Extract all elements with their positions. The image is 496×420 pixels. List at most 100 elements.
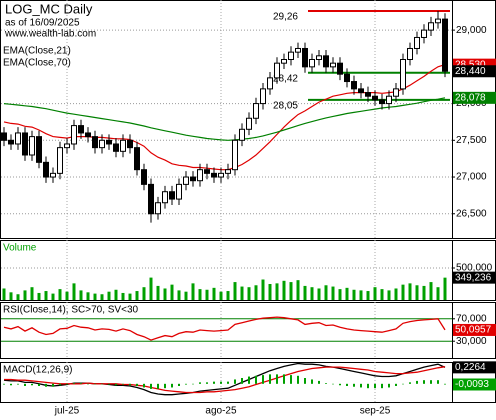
candle-body bbox=[232, 139, 238, 171]
volume-bar bbox=[149, 277, 153, 300]
histogram-bar bbox=[262, 375, 264, 384]
candle-body bbox=[71, 125, 77, 145]
volume-bar bbox=[324, 285, 328, 300]
y-tick-label: 27,500 bbox=[456, 135, 487, 146]
histogram-bar bbox=[269, 374, 271, 384]
candle-body bbox=[43, 161, 49, 178]
volume-bar bbox=[212, 287, 216, 300]
candle-body bbox=[302, 47, 308, 68]
volume-bar bbox=[359, 290, 363, 300]
candle-body bbox=[183, 176, 189, 185]
candle-body bbox=[204, 169, 210, 174]
value-label-box bbox=[453, 378, 496, 391]
volume-bar bbox=[275, 283, 279, 300]
candle-body bbox=[379, 99, 385, 105]
candle-body bbox=[435, 18, 441, 24]
candle-body bbox=[260, 88, 266, 105]
candle-body bbox=[36, 136, 42, 163]
candle-body bbox=[120, 139, 126, 152]
candle-body bbox=[106, 139, 112, 145]
volume-bar bbox=[268, 284, 272, 300]
volume-bar bbox=[366, 291, 370, 300]
subtitle: as of 16/09/2025 bbox=[5, 18, 80, 29]
volume-bar bbox=[219, 291, 223, 300]
volume-bar bbox=[16, 294, 20, 300]
histogram-bar bbox=[80, 383, 82, 384]
histogram-bar bbox=[248, 376, 250, 384]
histogram-bar bbox=[10, 383, 12, 386]
value-label-box bbox=[453, 271, 496, 284]
candle-body bbox=[15, 132, 21, 145]
histogram-bar bbox=[402, 383, 404, 385]
volume-bar bbox=[247, 287, 251, 300]
histogram-bar bbox=[234, 379, 236, 384]
candle-body bbox=[169, 191, 175, 200]
volume-bar bbox=[205, 289, 209, 300]
histogram-bar bbox=[66, 383, 68, 385]
volume-bar bbox=[114, 289, 118, 300]
x-tick-label: ago-25 bbox=[205, 406, 237, 417]
candle-body bbox=[92, 136, 98, 149]
volume-bar bbox=[387, 290, 391, 300]
histogram-bar bbox=[143, 383, 145, 388]
candle-body bbox=[372, 95, 378, 101]
x-tick-label: sep-25 bbox=[360, 406, 391, 417]
volume-bar bbox=[338, 289, 342, 300]
histogram-bar bbox=[17, 383, 19, 385]
volume-bar bbox=[142, 287, 146, 300]
histogram-bar bbox=[290, 375, 292, 384]
candle-body bbox=[358, 88, 364, 94]
candle-body bbox=[281, 59, 287, 64]
candle-body bbox=[239, 128, 245, 141]
histogram-bar bbox=[430, 380, 432, 384]
candle-body bbox=[99, 139, 105, 149]
ema-line bbox=[3, 97, 446, 141]
histogram-bar bbox=[367, 383, 369, 389]
candle-body bbox=[295, 47, 301, 53]
volume-bar bbox=[9, 292, 13, 300]
histogram-bar bbox=[199, 382, 201, 384]
candle-body bbox=[211, 172, 217, 178]
histogram-bar bbox=[332, 383, 334, 385]
histogram-bar bbox=[101, 383, 103, 385]
histogram-bar bbox=[318, 380, 320, 384]
value-label: 28,440 bbox=[455, 66, 486, 77]
histogram-bar bbox=[45, 383, 47, 387]
legend-entry: EMA(Close,70) bbox=[3, 58, 71, 69]
histogram-bar bbox=[122, 383, 124, 385]
candle-body bbox=[274, 62, 280, 79]
candle-body bbox=[407, 47, 413, 60]
histogram-bar bbox=[206, 382, 208, 384]
candle-body bbox=[414, 36, 420, 49]
legend-entry: EMA(Close,21) bbox=[3, 46, 71, 57]
volume-bar bbox=[282, 280, 286, 300]
volume-bar bbox=[30, 287, 34, 300]
volume-bar bbox=[254, 285, 258, 300]
histogram-bar bbox=[388, 383, 390, 388]
histogram-bar bbox=[94, 383, 96, 385]
candle-body bbox=[288, 51, 294, 60]
histogram-bar bbox=[171, 383, 173, 388]
indicator-line bbox=[4, 366, 446, 394]
histogram-bar bbox=[227, 381, 229, 384]
candle-body bbox=[330, 62, 336, 68]
candle-body bbox=[22, 132, 28, 156]
value-label: 50,0957 bbox=[455, 325, 492, 336]
value-label: 0,2264 bbox=[455, 362, 486, 373]
y-tick-label: 26,500 bbox=[456, 208, 487, 219]
candle-body bbox=[344, 73, 350, 83]
candle-body bbox=[421, 29, 427, 38]
histogram-bar bbox=[213, 381, 215, 384]
candle-body bbox=[134, 147, 140, 171]
panel-title: MACD(12,26,9) bbox=[3, 365, 72, 376]
level-label: 28,05 bbox=[273, 101, 298, 112]
volume-bar bbox=[121, 292, 125, 300]
volume-bar bbox=[44, 291, 48, 300]
panel-title: Volume bbox=[3, 243, 37, 254]
volume-bar bbox=[184, 291, 188, 300]
candle-body bbox=[1, 132, 7, 141]
histogram-bar bbox=[353, 383, 355, 387]
histogram-bar bbox=[409, 382, 411, 384]
volume-bar bbox=[380, 289, 384, 300]
